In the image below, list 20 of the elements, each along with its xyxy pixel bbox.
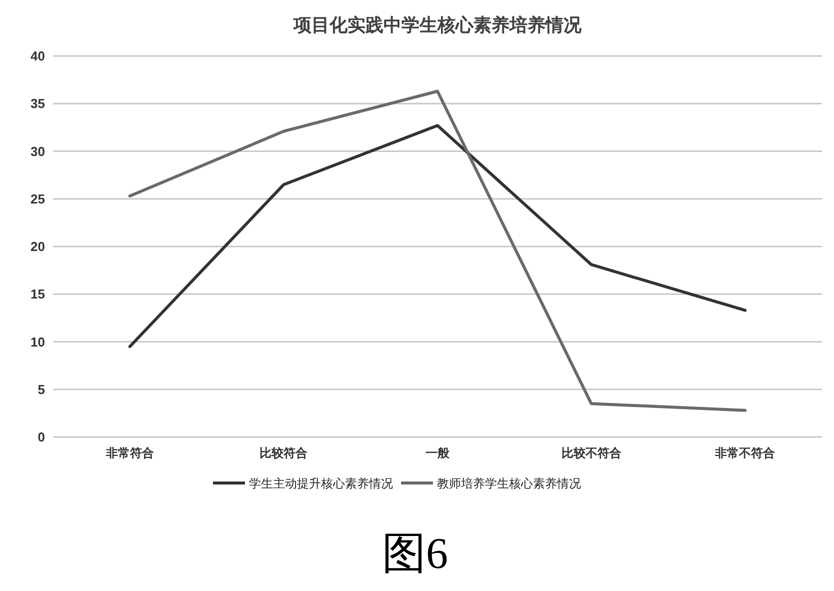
y-tick-label: 10 <box>30 334 45 350</box>
y-tick-label: 20 <box>30 239 45 254</box>
y-tick-label: 25 <box>30 191 45 206</box>
y-tick-label: 15 <box>30 286 45 302</box>
y-tick-label: 35 <box>30 96 45 112</box>
legend-label: 教师培养学生核心素养情况 <box>437 476 581 490</box>
x-tick-label: 非常不符合 <box>714 446 776 460</box>
x-tick-label: 一般 <box>426 446 450 460</box>
x-tick-label: 非常符合 <box>104 446 155 460</box>
line-series <box>128 124 747 348</box>
y-tick-label: 30 <box>30 144 45 159</box>
y-tick-label: 0 <box>38 430 45 444</box>
chart-title: 项目化实践中学生核心素养培养情况 <box>292 15 582 35</box>
x-tick-label: 比较符合 <box>260 446 309 460</box>
y-tick-label: 40 <box>30 48 45 64</box>
y-tick-label: 5 <box>38 382 45 397</box>
legend-label: 学生主动提升核心素养情况 <box>249 476 393 490</box>
x-tick-label: 比较不符合 <box>561 446 622 460</box>
line-series <box>128 90 747 412</box>
caption: 图6 <box>382 529 448 578</box>
